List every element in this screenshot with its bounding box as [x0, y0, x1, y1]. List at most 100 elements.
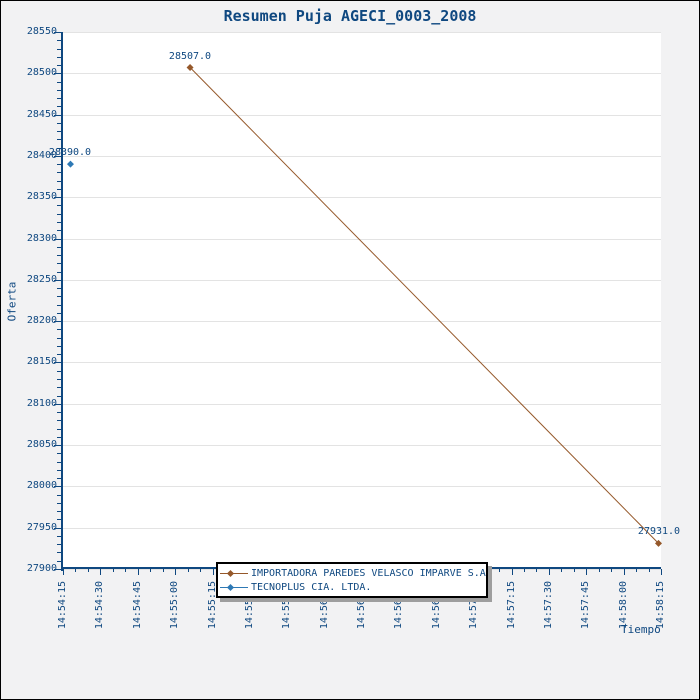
data-point [186, 64, 194, 72]
y-tick [54, 569, 61, 570]
data-point [655, 539, 663, 547]
y-tick [57, 49, 61, 50]
y-tick [57, 106, 61, 107]
x-tick [549, 569, 550, 575]
y-tick [57, 172, 61, 173]
y-tick-label: 28300 [26, 233, 57, 244]
data-point [66, 160, 74, 168]
legend-diamond-icon [226, 569, 235, 577]
y-tick-label: 28400 [26, 150, 57, 161]
legend-box: IMPORTADORA PAREDES VELASCO IMPARVE S.A T… [216, 562, 488, 598]
y-tick [57, 205, 61, 206]
y-axis-title: Oferta [5, 281, 19, 322]
y-tick [57, 230, 61, 231]
x-tick-label: 14:57:45 [580, 581, 591, 630]
y-tick [57, 544, 61, 545]
y-tick [57, 148, 61, 149]
y-gridline [63, 528, 661, 529]
y-tick [57, 329, 61, 330]
y-tick [57, 272, 61, 273]
y-tick [57, 536, 61, 537]
legend-marker [220, 569, 248, 578]
x-tick-label: 14:54:45 [132, 581, 143, 630]
y-tick [57, 511, 61, 512]
x-tick-label: 14:55:00 [169, 581, 180, 630]
x-tick [624, 569, 625, 575]
y-tick-label: 27900 [26, 563, 57, 574]
point-value-label: 27931.0 [637, 526, 681, 537]
x-tick [63, 569, 64, 575]
y-gridline [63, 115, 661, 116]
y-tick [57, 338, 61, 339]
y-tick [57, 519, 61, 520]
y-tick [54, 404, 61, 405]
y-tick [57, 478, 61, 479]
x-tick [649, 569, 650, 572]
x-tick [188, 569, 189, 572]
y-tick [57, 453, 61, 454]
y-gridline [63, 486, 661, 487]
y-tick [57, 354, 61, 355]
legend-marker [220, 583, 248, 592]
x-tick [524, 569, 525, 572]
y-tick [57, 263, 61, 264]
x-tick [213, 569, 214, 575]
y-tick [57, 495, 61, 496]
y-tick-label: 28350 [26, 191, 57, 202]
legend-series-label: IMPORTADORA PAREDES VELASCO IMPARVE S.A [251, 567, 486, 579]
y-tick [57, 371, 61, 372]
y-tick [57, 561, 61, 562]
y-tick [57, 65, 61, 66]
y-tick-label: 28200 [26, 315, 57, 326]
y-tick [57, 420, 61, 421]
plot-area [63, 32, 661, 570]
y-gridline [63, 404, 661, 405]
y-tick [54, 197, 61, 198]
x-tick [574, 569, 575, 572]
y-tick [57, 296, 61, 297]
x-tick-label: 14:58:00 [618, 581, 629, 630]
legend-diamond-icon [226, 583, 235, 591]
x-tick [175, 569, 176, 575]
y-tick [57, 396, 61, 397]
x-tick [512, 569, 513, 575]
x-tick [636, 569, 637, 572]
series-line [189, 67, 659, 544]
x-tick-label: 14:58:15 [655, 581, 666, 630]
point-value-label: 28390.0 [48, 147, 92, 158]
x-tick [586, 569, 587, 575]
y-tick [57, 379, 61, 380]
y-tick-label: 28250 [26, 274, 57, 285]
y-tick [57, 164, 61, 165]
x-tick-label: 14:54:30 [94, 581, 105, 630]
x-tick-label: 14:54:15 [57, 581, 68, 630]
y-tick [57, 222, 61, 223]
y-tick [57, 437, 61, 438]
legend-series-label: TECNOPLUS CIA. LTDA. [251, 581, 372, 593]
x-tick [611, 569, 612, 572]
x-axis-title: Tiempo [621, 623, 661, 636]
y-tick [57, 470, 61, 471]
y-tick [54, 280, 61, 281]
x-tick [661, 569, 662, 575]
y-gridline [63, 280, 661, 281]
x-tick [536, 569, 537, 572]
y-tick [54, 32, 61, 33]
legend-item: IMPORTADORA PAREDES VELASCO IMPARVE S.A [218, 566, 486, 580]
x-tick [499, 569, 500, 572]
y-tick [57, 123, 61, 124]
x-tick [125, 569, 126, 572]
y-tick [57, 462, 61, 463]
y-gridline [63, 156, 661, 157]
x-tick [88, 569, 89, 572]
chart-title: Resumen Puja AGECI_0003_2008 [223, 7, 477, 25]
y-gridline [63, 197, 661, 198]
y-axis-line [61, 32, 63, 571]
x-tick-label: 14:57:15 [506, 581, 517, 630]
y-tick [57, 82, 61, 83]
y-tick-label: 28550 [26, 26, 57, 37]
x-tick [150, 569, 151, 572]
y-tick [54, 486, 61, 487]
y-tick [57, 429, 61, 430]
